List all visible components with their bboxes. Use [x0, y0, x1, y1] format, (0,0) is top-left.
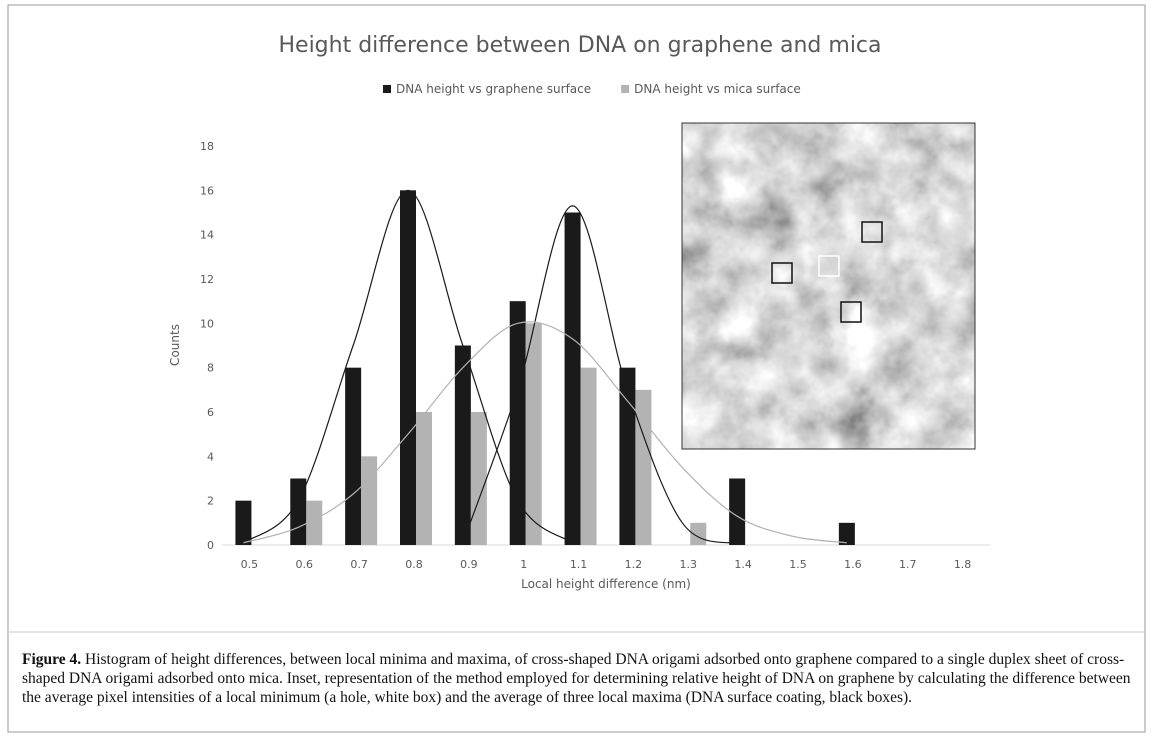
- bar: [416, 412, 432, 545]
- x-tick-label: 1.2: [625, 558, 643, 571]
- x-tick-label: 1.8: [954, 558, 972, 571]
- inset-image: [682, 123, 975, 449]
- y-tick-label: 2: [207, 495, 214, 508]
- y-axis-label: Counts: [168, 324, 182, 366]
- x-tick-label: 1.5: [789, 558, 807, 571]
- x-tick-label: 1.3: [680, 558, 698, 571]
- bar: [471, 412, 487, 545]
- bar: [526, 323, 542, 545]
- x-tick-label: 0.5: [241, 558, 259, 571]
- y-tick-label: 4: [207, 450, 214, 463]
- afm-image: [682, 123, 975, 449]
- caption-label: Figure 4.: [22, 651, 81, 668]
- bar: [455, 346, 471, 546]
- x-tick-label: 1: [520, 558, 527, 571]
- x-tick-label: 0.9: [460, 558, 478, 571]
- y-tick-label: 18: [200, 140, 214, 153]
- legend-swatch: [621, 85, 629, 93]
- y-tick-label: 14: [200, 229, 214, 242]
- bar: [581, 368, 597, 545]
- x-tick-label: 0.6: [296, 558, 314, 571]
- legend-swatch: [383, 85, 391, 93]
- y-tick-label: 16: [200, 184, 214, 197]
- page: Height difference between DNA on graphen…: [0, 0, 1153, 736]
- y-tick-label: 10: [200, 317, 214, 330]
- bar: [510, 301, 526, 545]
- y-tick-label: 12: [200, 273, 214, 286]
- x-tick-label: 1.6: [844, 558, 862, 571]
- bar: [235, 501, 251, 545]
- y-tick-label: 6: [207, 406, 214, 419]
- caption: Figure 4. Histogram of height difference…: [22, 650, 1132, 707]
- bar: [345, 368, 361, 545]
- x-axis-label: Local height difference (nm): [521, 577, 691, 591]
- y-tick-label: 8: [207, 362, 214, 375]
- x-tick-label: 1.7: [899, 558, 917, 571]
- bar: [400, 190, 416, 545]
- x-tick-label: 1.1: [570, 558, 588, 571]
- x-tick-label: 0.7: [350, 558, 368, 571]
- y-tick-label: 0: [207, 539, 214, 552]
- caption-text: Histogram of height differences, between…: [22, 651, 1130, 706]
- bar: [565, 213, 581, 546]
- x-tick-label: 0.8: [405, 558, 423, 571]
- x-tick-label: 1.4: [734, 558, 752, 571]
- legend-label: DNA height vs mica surface: [634, 82, 801, 96]
- legend-label: DNA height vs graphene surface: [396, 82, 591, 96]
- chart-title: Height difference between DNA on graphen…: [278, 33, 881, 58]
- bar: [361, 456, 377, 545]
- chart: Height difference between DNA on graphen…: [0, 0, 1153, 736]
